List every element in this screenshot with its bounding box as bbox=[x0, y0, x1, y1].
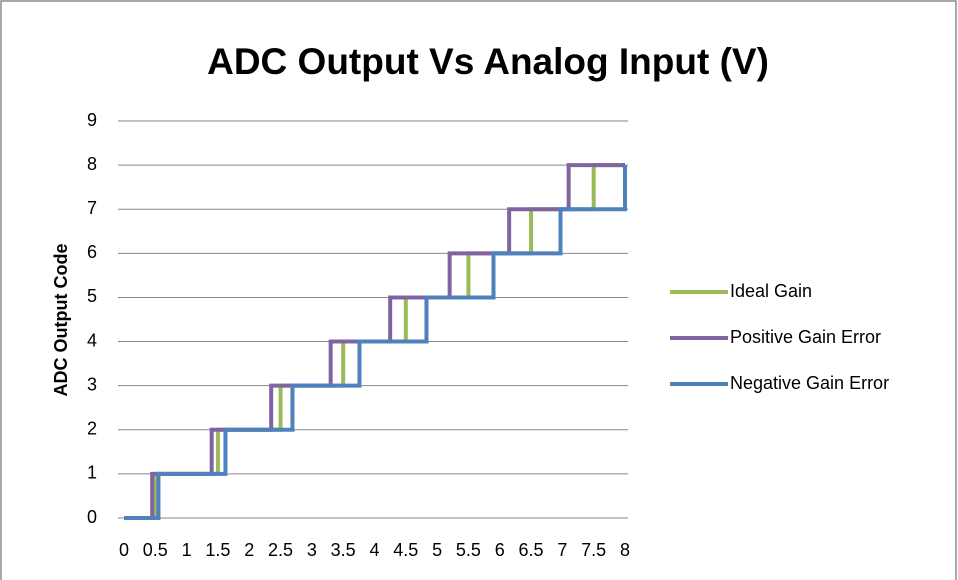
y-tick-label: 6 bbox=[87, 242, 97, 262]
y-tick-label: 4 bbox=[87, 330, 97, 350]
y-tick-label: 3 bbox=[87, 374, 97, 394]
y-tick-label: 7 bbox=[87, 198, 97, 218]
x-tick-label: 1.5 bbox=[205, 540, 230, 560]
y-tick-label: 2 bbox=[87, 419, 97, 439]
x-tick-label: 1 bbox=[182, 540, 192, 560]
x-tick-label: 8 bbox=[620, 540, 630, 560]
y-tick-label: 5 bbox=[87, 286, 97, 306]
x-tick-label: 2.5 bbox=[268, 540, 293, 560]
x-tick-label: 4.5 bbox=[393, 540, 418, 560]
legend-label: Ideal Gain bbox=[730, 281, 812, 301]
x-tick-label: 6.5 bbox=[519, 540, 544, 560]
x-tick-label: 6 bbox=[495, 540, 505, 560]
y-axis-label: ADC Output Code bbox=[51, 244, 71, 397]
chart-title: ADC Output Vs Analog Input (V) bbox=[207, 41, 769, 82]
x-tick-label: 3 bbox=[307, 540, 317, 560]
legend-label: Positive Gain Error bbox=[730, 327, 881, 347]
x-tick-label: 0 bbox=[119, 540, 129, 560]
x-tick-label: 7.5 bbox=[581, 540, 606, 560]
x-tick-label: 2 bbox=[244, 540, 254, 560]
y-tick-label: 8 bbox=[87, 154, 97, 174]
x-tick-label: 4 bbox=[369, 540, 379, 560]
x-tick-label: 5.5 bbox=[456, 540, 481, 560]
x-tick-label: 7 bbox=[557, 540, 567, 560]
x-tick-label: 5 bbox=[432, 540, 442, 560]
y-tick-label: 0 bbox=[87, 507, 97, 527]
legend-label: Negative Gain Error bbox=[730, 373, 889, 393]
x-tick-label: 3.5 bbox=[331, 540, 356, 560]
y-tick-label: 1 bbox=[87, 463, 97, 483]
x-tick-label: 0.5 bbox=[143, 540, 168, 560]
y-tick-label: 9 bbox=[87, 110, 97, 130]
series-line bbox=[124, 165, 627, 520]
